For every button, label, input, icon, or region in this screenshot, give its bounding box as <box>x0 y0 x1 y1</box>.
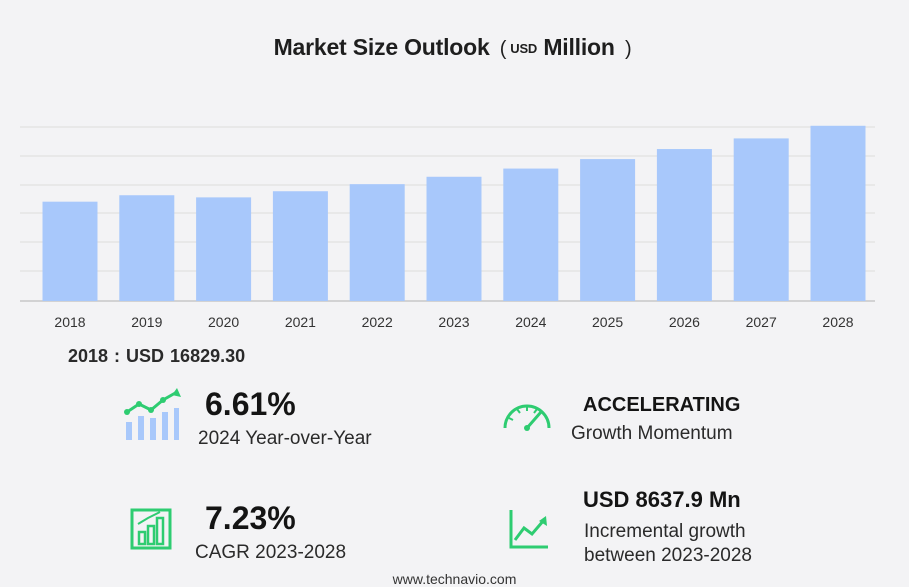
bar-2026 <box>656 149 712 301</box>
x-tick-label-2026: 2026 <box>669 314 700 330</box>
bar-2027 <box>733 138 789 301</box>
x-tick-label-2024: 2024 <box>515 314 546 330</box>
title-unit-prefix: USD <box>510 41 538 56</box>
title-unit: Million <box>543 34 615 60</box>
x-tick-label-2018: 2018 <box>54 314 85 330</box>
x-tick-label-2019: 2019 <box>131 314 162 330</box>
x-tick-label-2025: 2025 <box>592 314 623 330</box>
bar-2025 <box>580 159 636 301</box>
bar-2018 <box>42 201 98 301</box>
speedometer-icon <box>503 404 551 431</box>
bar-2021 <box>272 191 328 301</box>
x-tick-label-2023: 2023 <box>438 314 469 330</box>
cagr-value: 7.23% <box>205 500 296 536</box>
incremental-value: USD 8637.9 Mn <box>583 487 741 512</box>
x-tick-label-2020: 2020 <box>208 314 239 330</box>
yoy-value: 6.61% <box>205 386 296 422</box>
bar-chart: 2018 2019 2020 2021 2022 2023 2024 2025 2026 2027… <box>20 125 875 330</box>
bar-chart-icon <box>130 508 172 550</box>
bars <box>42 125 866 301</box>
growth-chart-icon <box>124 388 181 440</box>
title-main: Market Size Outlook <box>273 34 490 60</box>
footer-url: www.technavio.com <box>392 571 517 587</box>
chart-title: Market Size Outlook (USD Million ) <box>0 34 909 61</box>
title-open-paren: ( <box>499 38 507 60</box>
incremental-label-line1: Incremental growth <box>584 521 746 542</box>
bar-2028 <box>810 125 866 301</box>
bar-2022 <box>349 184 405 301</box>
bar-2024 <box>503 168 559 301</box>
x-tick-label-2027: 2027 <box>746 314 777 330</box>
x-tick-label-2021: 2021 <box>285 314 316 330</box>
incremental-label-line2: between 2023-2028 <box>584 545 752 566</box>
cagr-label: CAGR 2023-2028 <box>195 542 347 563</box>
bar-2020 <box>196 197 252 301</box>
base-year-stat: 2018 : USD 16829.30 <box>68 346 246 366</box>
x-axis-labels: 2018 2019 2020 2021 2022 2023 2024 2025 2026 2027… <box>54 314 853 330</box>
momentum-value: ACCELERATING <box>583 394 741 416</box>
trend-line-icon <box>509 510 548 549</box>
momentum-label: Growth Momentum <box>571 423 733 444</box>
yoy-label: 2024 Year-over-Year <box>198 428 372 449</box>
bar-2023 <box>426 176 482 301</box>
x-tick-label-2028: 2028 <box>822 314 853 330</box>
bar-2019 <box>119 195 175 301</box>
x-tick-label-2022: 2022 <box>362 314 393 330</box>
title-close-paren: ) <box>624 38 632 60</box>
